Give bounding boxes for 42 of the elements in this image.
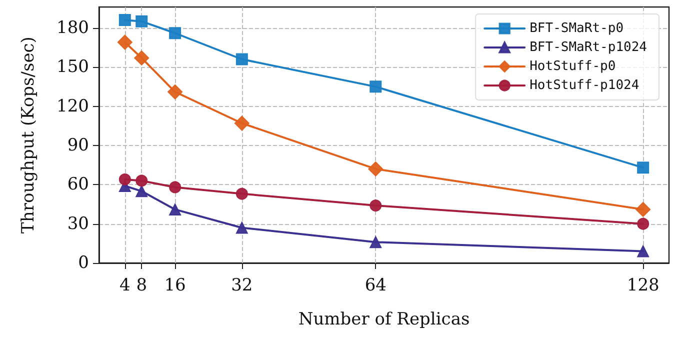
point [168,84,183,100]
y-tick-label: 180 [56,18,89,38]
point [637,162,650,174]
legend-label: BFT-SMaRt-p1024 [530,40,648,55]
point [169,27,182,40]
y-tick-label: 60 [67,174,89,195]
y-tick-label: 90 [67,135,89,156]
point [118,14,131,26]
y-tick-label: 0 [78,253,89,273]
x-tick-label: 32 [231,276,253,296]
point [136,185,148,198]
point [236,53,248,66]
x-tick-label: 128 [626,276,660,296]
y-tick-label: 30 [67,214,89,234]
point [236,188,248,200]
y-axis-title: Throughput (Kops/sec) [18,36,38,234]
point [134,50,150,66]
point [236,222,248,234]
point [370,80,382,93]
legend-label: BFT-SMaRt-p0 [530,21,624,36]
x-tick-label: 8 [136,276,148,296]
point [169,203,182,216]
x-tick-label: 64 [364,276,386,296]
y-tick-label: 150 [56,57,89,78]
point [169,181,182,194]
point [234,116,250,131]
legend-label: HotStuff-p0 [530,59,616,74]
point [370,236,382,248]
x-axis-title: Number of Replicas [298,310,470,330]
point [636,202,651,217]
x-tick-label: 16 [164,276,186,296]
point [136,174,148,187]
point [370,200,382,212]
point [117,34,132,50]
point [118,173,131,186]
point [368,161,384,176]
point [136,15,148,28]
legend-label: HotStuff-p1024 [530,78,640,93]
point [637,218,650,230]
point [637,245,650,258]
y-tick-label: 120 [56,96,89,116]
x-tick-label: 4 [119,276,130,296]
